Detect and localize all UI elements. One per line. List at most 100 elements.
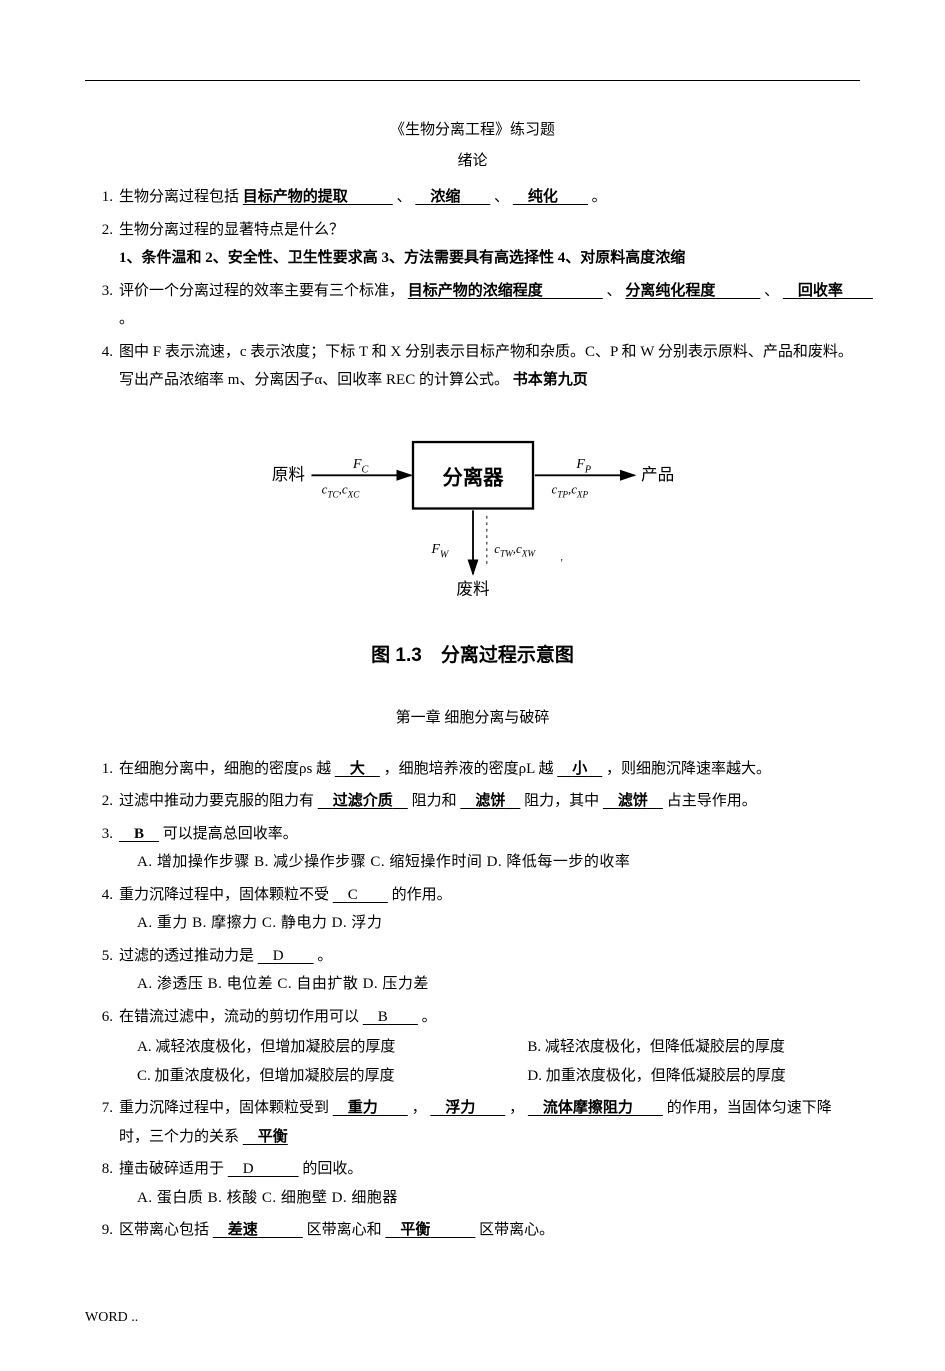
- q-text: 区带离心。: [479, 1222, 554, 1238]
- fp-symbol: FP: [575, 455, 591, 475]
- answer-blank: 小: [572, 761, 587, 777]
- option-a: A. 减轻浓度极化，但增加凝胶层的厚度: [137, 1033, 527, 1062]
- blank-pad: [358, 887, 388, 903]
- q-body: 撞击破碎适用于 D 的回收。 A. 蛋白质 B. 核酸 C. 细胞壁 D. 细胞…: [119, 1155, 860, 1212]
- answer-blank: 滤饼: [475, 793, 505, 809]
- q-number: 6.: [85, 1003, 119, 1091]
- options: A. 减轻浓度极化，但增加凝胶层的厚度 B. 减轻浓度极化，但降低凝胶层的厚度 …: [119, 1033, 860, 1090]
- q-body: 重力沉降过程中，固体颗粒不受 C 的作用。 A. 重力 B. 摩擦力 C. 静电…: [119, 881, 860, 938]
- answer-blank: D: [243, 1161, 254, 1177]
- blank-pad: [365, 761, 380, 777]
- q-number: 1.: [85, 183, 119, 212]
- blank-pad: [213, 1222, 228, 1238]
- blank-pad: [430, 1100, 445, 1116]
- blank-pad: [460, 793, 475, 809]
- answer-blank: D: [273, 948, 284, 964]
- q-number: 9.: [85, 1216, 119, 1245]
- figure-caption: 图 1.3 分离过程示意图: [85, 638, 860, 674]
- blank-pad: [243, 1129, 258, 1145]
- q-body: B 可以提高总回收率。 A. 增加操作步骤 B. 减少操作步骤 C. 缩短操作时…: [119, 820, 860, 877]
- blank-pad: [715, 283, 760, 299]
- ch1-q6: 6. 在错流过滤中，流动的剪切作用可以 B 。 A. 减轻浓度极化，但增加凝胶层…: [85, 1003, 860, 1091]
- q-body: 过滤中推动力要克服的阻力有 过滤介质 阻力和 滤饼 阻力，其中 滤饼 占主导作用…: [119, 787, 860, 816]
- q-text: 。: [317, 948, 332, 964]
- intro-q2: 2. 生物分离过程的显著特点是什么？ 1、条件温和 2、安全性、卫生性要求高 3…: [85, 216, 860, 273]
- q-text: ，: [412, 1100, 427, 1116]
- intro-question-list: 1. 生物分离过程包括 目标产物的提取 、 浓缩 、 纯化 。 2. 生物分离过…: [85, 183, 860, 395]
- q-text: 区带离心包括: [119, 1222, 209, 1238]
- ch1-q3: 3. B 可以提高总回收率。 A. 增加操作步骤 B. 减少操作步骤 C. 缩短…: [85, 820, 860, 877]
- blank-pad: [648, 793, 663, 809]
- answer-blank: B: [378, 1009, 388, 1025]
- q-text: 评价一个分离过程的效率主要有三个标准，: [119, 283, 404, 299]
- q-body: 在错流过滤中，流动的剪切作用可以 B 。 A. 减轻浓度极化，但增加凝胶层的厚度…: [119, 1003, 860, 1091]
- q-body: 图中 F 表示流速，c 表示浓度；下标 T 和 X 分别表示目标产物和杂质。C、…: [119, 338, 860, 395]
- q-text: 阻力，其中: [524, 793, 599, 809]
- q-number: 2.: [85, 787, 119, 816]
- q-number: 5.: [85, 942, 119, 999]
- q-text: 重力沉降过程中，固体颗粒受到: [119, 1100, 329, 1116]
- q-number: 7.: [85, 1094, 119, 1151]
- q-body: 区带离心包括 差速 区带离心和 平衡 区带离心。: [119, 1216, 860, 1245]
- blank-pad: [505, 793, 520, 809]
- blank-pad: [587, 761, 602, 777]
- product-label: 产品: [641, 464, 674, 483]
- answer-blank: 目标产物的浓缩程度: [408, 283, 543, 299]
- q-text: 生物分离过程包括: [119, 189, 239, 205]
- blank-pad: [557, 761, 572, 777]
- q-text: 占主导作用。: [667, 793, 757, 809]
- chapter1-question-list: 1. 在细胞分离中，细胞的密度ρs 越 大 ，细胞培养液的密度ρL 越 小 ，则…: [85, 755, 860, 1245]
- q-body: 过滤的透过推动力是 D 。 A. 渗透压 B. 电位差 C. 自由扩散 D. 压…: [119, 942, 860, 999]
- fc-symbol: FC: [352, 455, 368, 475]
- answer-blank: 大: [350, 761, 365, 777]
- blank-pad: [378, 1100, 408, 1116]
- q-number: 2.: [85, 216, 119, 273]
- q-text-bold: 书本第九页: [513, 372, 588, 388]
- diagram-svg: 分离器 原料 FC cTC,cXC FP cTP,cXP 产品 FW cTW,c…: [233, 423, 713, 618]
- blank-pad: [333, 1100, 348, 1116]
- answer-blank: 平衡: [400, 1222, 430, 1238]
- blank-pad: [228, 1161, 243, 1177]
- q-text: 撞击破碎适用于: [119, 1161, 224, 1177]
- blank-pad: [430, 1222, 475, 1238]
- blank-pad: [388, 1009, 418, 1025]
- ch1-q2: 2. 过滤中推动力要克服的阻力有 过滤介质 阻力和 滤饼 阻力，其中 滤饼 占主…: [85, 787, 860, 816]
- q-text: 可以提高总回收率。: [163, 826, 298, 842]
- q-text: 过滤中推动力要克服的阻力有: [119, 793, 314, 809]
- q-text: ，则细胞沉降速率越大。: [606, 761, 771, 777]
- q-text: 生物分离过程的显著特点是什么？: [119, 216, 860, 245]
- blank-pad: [783, 283, 798, 299]
- answer-blank: 回收率: [798, 283, 843, 299]
- intro-q1: 1. 生物分离过程包括 目标产物的提取 、 浓缩 、 纯化 。: [85, 183, 860, 212]
- ch1-q1: 1. 在细胞分离中，细胞的密度ρs 越 大 ，细胞培养液的密度ρL 越 小 ，则…: [85, 755, 860, 784]
- ctc-cxc-symbol: cTC,cXC: [321, 481, 360, 499]
- q-text: ，细胞培养液的密度ρL 越: [384, 761, 554, 777]
- options: A. 增加操作步骤 B. 减少操作步骤 C. 缩短操作时间 D. 降低每一步的收…: [119, 848, 860, 877]
- q-number: 3.: [85, 820, 119, 877]
- ch1-q7: 7. 重力沉降过程中，固体颗粒受到 重力 ， 浮力 ， 流体摩擦阻力 的作用，当…: [85, 1094, 860, 1151]
- q-text: 。: [592, 189, 607, 205]
- q-number: 1.: [85, 755, 119, 784]
- answer-blank: 浓缩: [430, 189, 460, 205]
- intro-q3: 3. 评价一个分离过程的效率主要有三个标准， 目标产物的浓缩程度 、 分离纯化程…: [85, 277, 860, 334]
- blank-pad: [258, 1222, 303, 1238]
- separator: 、: [607, 283, 622, 299]
- intro-q4: 4. 图中 F 表示流速，c 表示浓度；下标 T 和 X 分别表示目标产物和杂质…: [85, 338, 860, 395]
- ctp-cxp-symbol: cTP,cXP: [551, 481, 588, 499]
- answer-blank: 平衡: [258, 1129, 288, 1145]
- q-number: 4.: [85, 881, 119, 938]
- answer-blank: 滤饼: [618, 793, 648, 809]
- separator: 、: [494, 189, 509, 205]
- chapter1-title: 第一章 细胞分离与破碎: [85, 704, 860, 733]
- blank-pad: [528, 1100, 543, 1116]
- q-number: 4.: [85, 338, 119, 395]
- answer-blank: 差速: [228, 1222, 258, 1238]
- blank-pad: [393, 793, 408, 809]
- separation-diagram: 分离器 原料 FC cTC,cXC FP cTP,cXP 产品 FW cTW,c…: [85, 423, 860, 675]
- box-label: 分离器: [442, 465, 504, 489]
- separator: 、: [764, 283, 779, 299]
- answer-blank: 浮力: [445, 1100, 475, 1116]
- q-body: 评价一个分离过程的效率主要有三个标准， 目标产物的浓缩程度 、 分离纯化程度 、…: [119, 277, 860, 334]
- q-text: 过滤的透过推动力是: [119, 948, 254, 964]
- blank-pad: [333, 887, 348, 903]
